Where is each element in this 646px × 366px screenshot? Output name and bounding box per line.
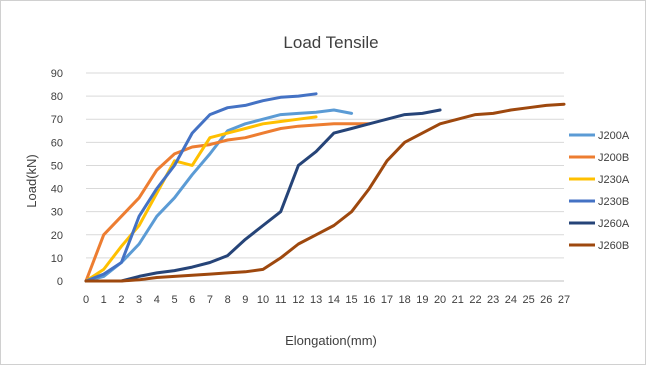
x-tick-label: 26 [540, 294, 552, 306]
x-tick-label: 21 [452, 294, 464, 306]
x-tick-label: 19 [416, 294, 428, 306]
x-tick-label: 16 [363, 294, 375, 306]
y-tick-label: 20 [51, 230, 63, 242]
x-tick-label: 3 [136, 294, 142, 306]
x-tick-label: 18 [399, 294, 411, 306]
legend-label: J230B [598, 196, 629, 208]
y-tick-label: 90 [51, 68, 63, 80]
x-tick-label: 0 [83, 294, 89, 306]
legend: J200A J200B J230A J230B J260A J260B [569, 130, 630, 252]
x-tick-label: 27 [558, 294, 570, 306]
x-tick-label: 23 [487, 294, 499, 306]
series-line-j230b [84, 92, 318, 283]
x-tick-label: 5 [171, 294, 177, 306]
y-tick-label: 80 [51, 91, 63, 103]
x-tick-label: 1 [101, 294, 107, 306]
x-tick-label: 13 [310, 294, 322, 306]
x-tick-label: 11 [275, 294, 286, 306]
series-line-j260a [84, 108, 442, 283]
y-tick-label: 0 [57, 276, 63, 288]
x-tick-label: 8 [225, 294, 231, 306]
x-tick-label: 24 [505, 294, 517, 306]
x-tick-label: 7 [207, 294, 213, 306]
x-tick-label: 2 [118, 294, 124, 306]
y-tick-label: 30 [51, 207, 63, 219]
legend-label: J260B [598, 240, 629, 252]
x-axis-label: Elongation(mm) [285, 333, 377, 348]
x-tick-label: 6 [189, 294, 195, 306]
y-tick-label: 40 [51, 184, 63, 196]
legend-label: J260A [598, 218, 630, 230]
series-line-j260b [84, 102, 566, 283]
x-tick-label: 14 [328, 294, 340, 306]
chart-title: Load Tensile [283, 33, 378, 52]
x-tick-label: 12 [292, 294, 304, 306]
x-tick-label: 9 [242, 294, 248, 306]
y-axis-label: Load(kN) [24, 154, 39, 207]
series-line-j200b [84, 122, 371, 283]
x-tick-label: 15 [345, 294, 357, 306]
y-tick-labels: 0 10 20 30 40 50 60 70 80 90 [51, 68, 63, 288]
x-tick-label: 22 [469, 294, 481, 306]
x-tick-label: 20 [434, 294, 446, 306]
legend-label: J200A [598, 130, 630, 142]
grid-lines [86, 72, 564, 282]
y-tick-label: 10 [51, 253, 63, 265]
legend-label: J230A [598, 174, 630, 186]
x-tick-label: 4 [154, 294, 160, 306]
y-tick-label: 50 [51, 160, 63, 172]
series-lines [84, 92, 566, 283]
x-tick-label: 10 [257, 294, 269, 306]
x-tick-labels: 0 1 2 3 4 5 6 7 8 9 10 11 12 13 14 15 16 17 18 19 20 21 22 23 24… [83, 294, 570, 306]
x-tick-label: 25 [522, 294, 534, 306]
legend-label: J200B [598, 152, 629, 164]
y-tick-label: 60 [51, 137, 63, 149]
x-tick-label: 17 [381, 294, 393, 306]
y-tick-label: 70 [51, 114, 63, 126]
series-line-j230a [84, 115, 318, 283]
